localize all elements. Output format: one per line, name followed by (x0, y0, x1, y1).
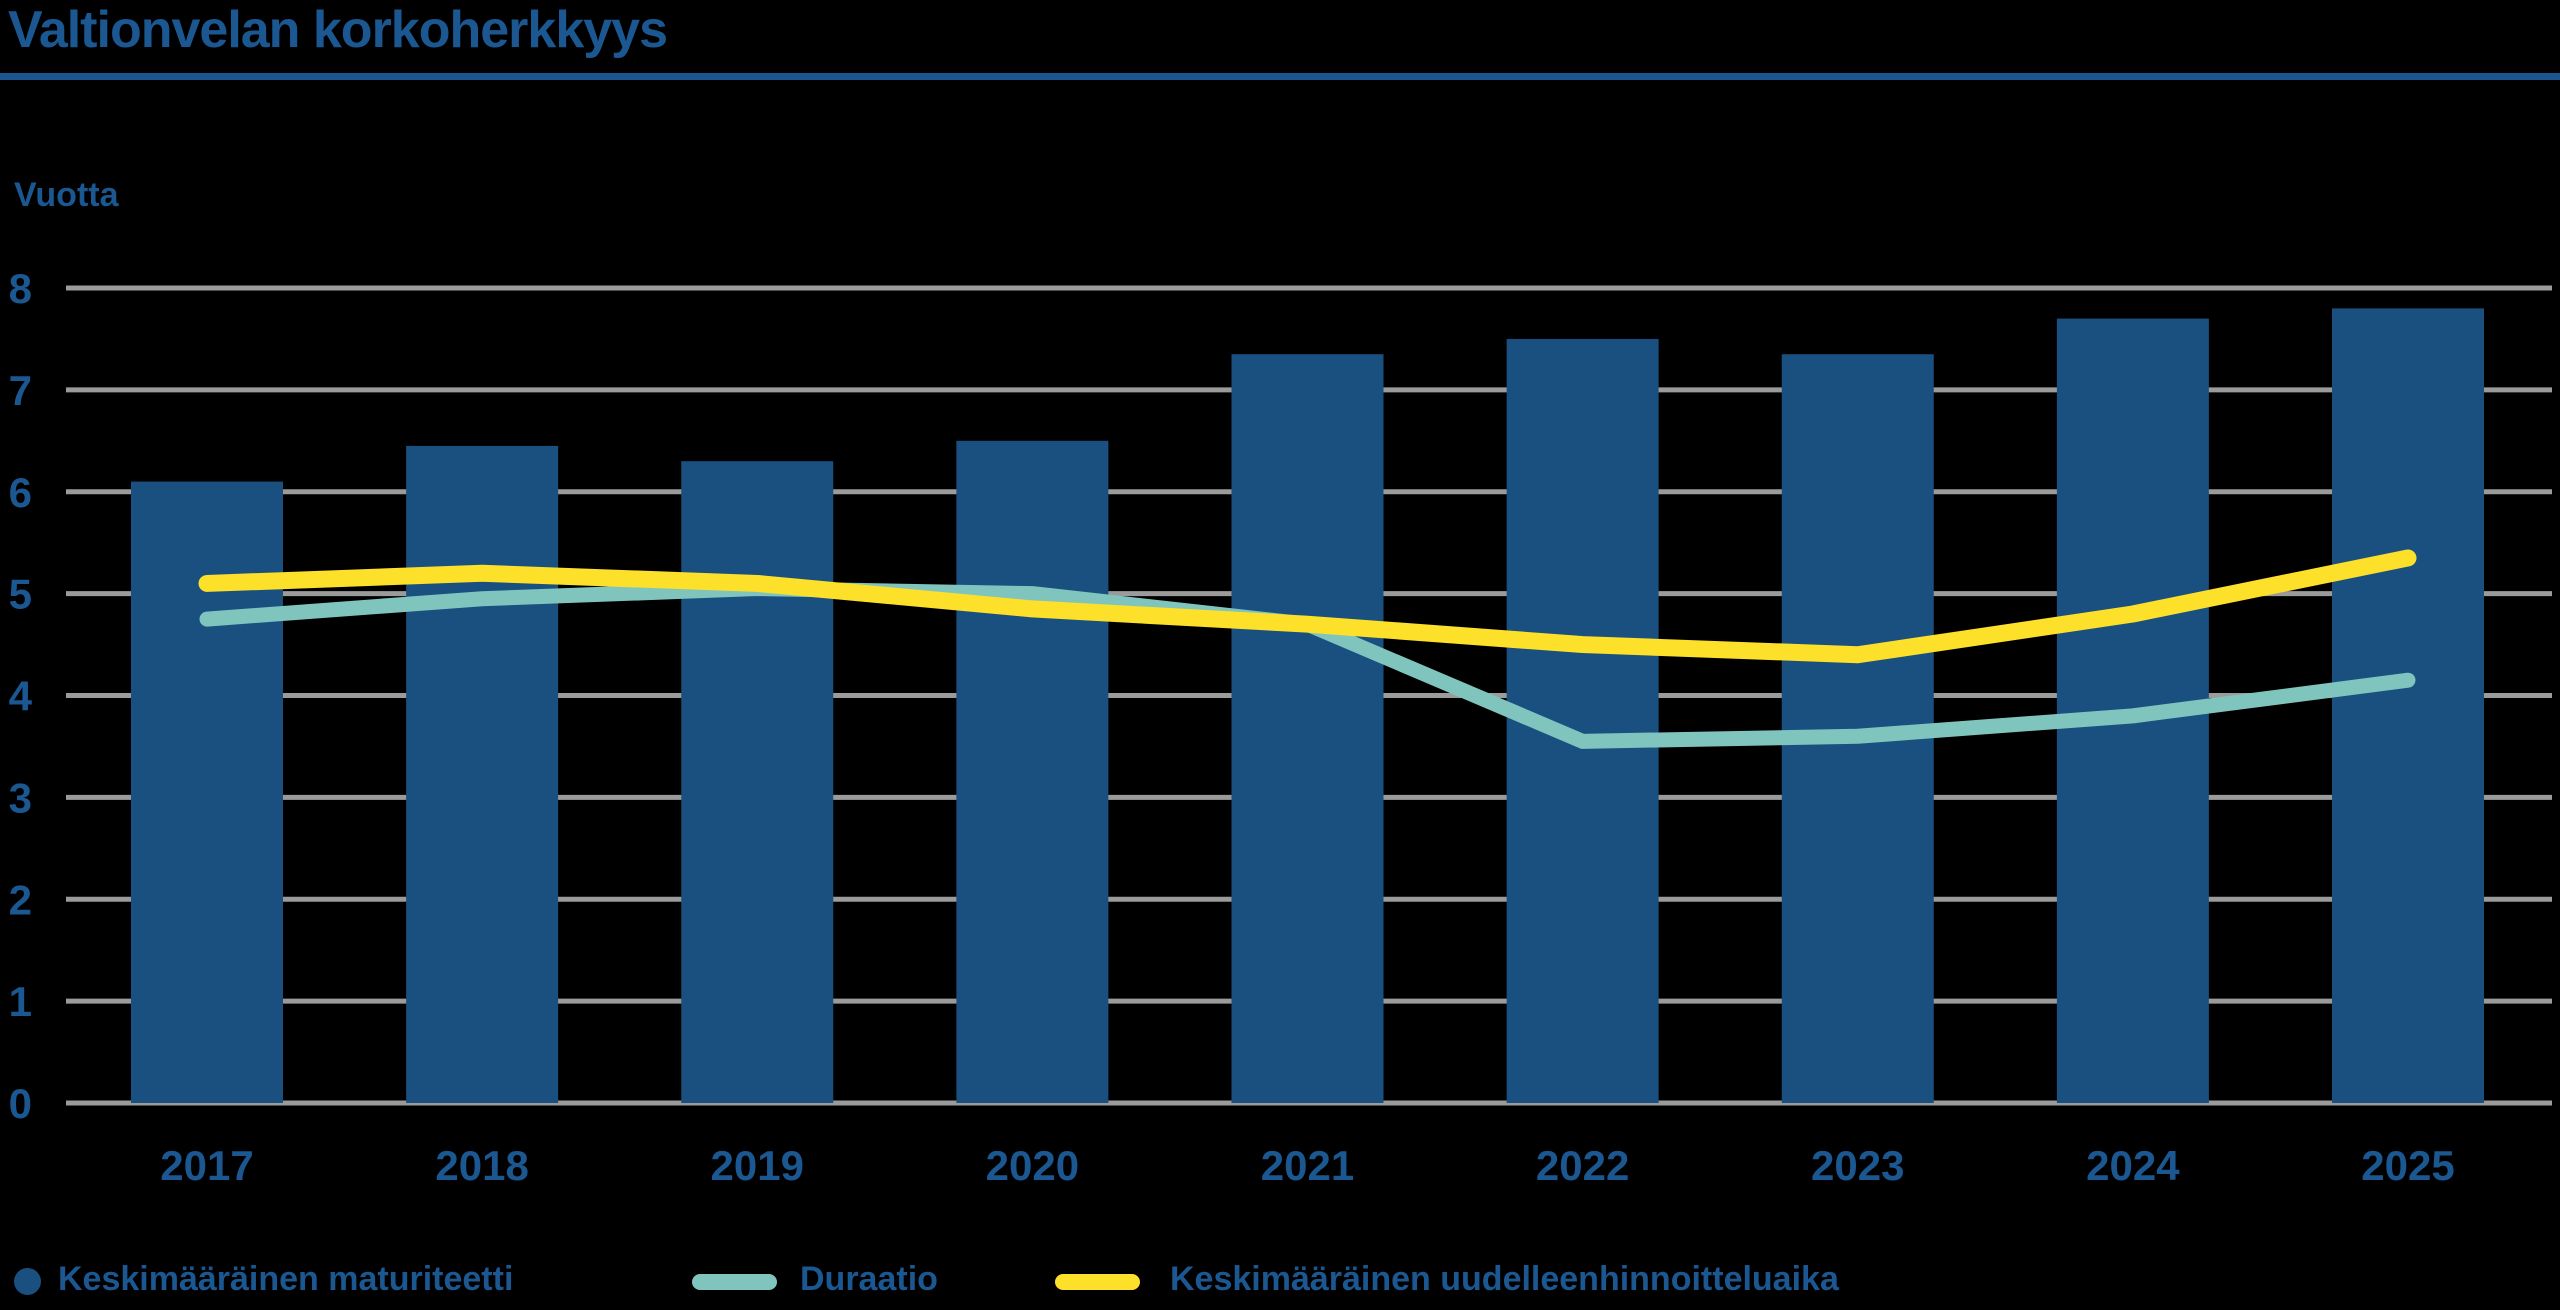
x-tick-label-2021: 2021 (1261, 1142, 1354, 1189)
bar-2019 (681, 461, 834, 1103)
y-tick-label-1: 1 (9, 978, 32, 1025)
y-tick-label-6: 6 (9, 469, 32, 516)
bar-2018 (406, 445, 559, 1103)
y-tick-label-3: 3 (9, 774, 32, 821)
x-tick-label-2020: 2020 (986, 1142, 1079, 1189)
y-tick-label-8: 8 (9, 265, 32, 312)
title-divider (0, 73, 2560, 80)
line-series-2 (198, 549, 2417, 664)
bar-2021 (1231, 354, 1384, 1103)
y-tick-label-7: 7 (9, 367, 32, 414)
x-tick-label-2018: 2018 (435, 1142, 528, 1189)
x-tick-label-2023: 2023 (1811, 1142, 1904, 1189)
x-tick-label-2024: 2024 (2086, 1142, 2180, 1189)
chart-title: Valtionvelan korkoherkkyys (8, 1, 668, 59)
x-tick-label-2022: 2022 (1536, 1142, 1629, 1189)
y-tick-label-0: 0 (9, 1080, 32, 1127)
y-tick-label-5: 5 (9, 571, 32, 618)
bar-2025 (2332, 308, 2484, 1103)
x-tick-label-2025: 2025 (2361, 1142, 2454, 1189)
x-tick-label-2019: 2019 (711, 1142, 804, 1189)
y-tick-label-2: 2 (9, 876, 32, 923)
bar-2020 (956, 440, 1109, 1103)
y-axis-unit-label: Vuotta (14, 176, 119, 214)
x-tick-label-2017: 2017 (160, 1142, 253, 1189)
y-tick-label-4: 4 (9, 673, 33, 720)
